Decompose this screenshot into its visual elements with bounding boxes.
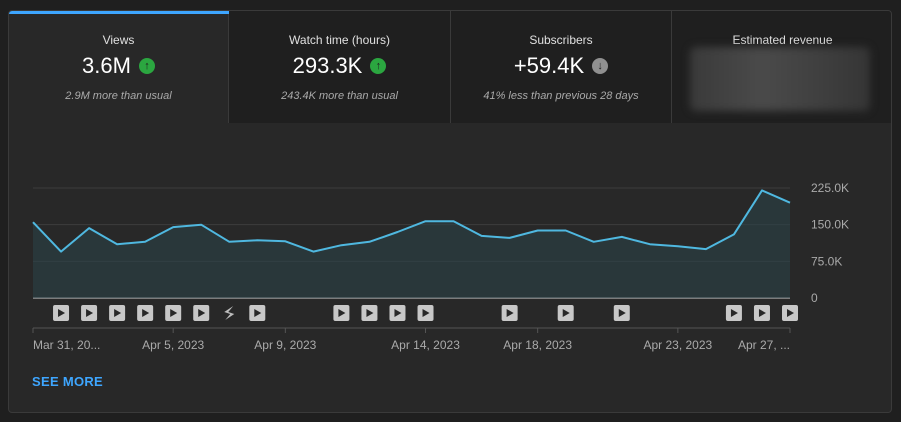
subscribers-label: Subscribers [529, 33, 593, 47]
views-chart: 225.0K 150.0K 75.0K 0 Mar 31, 20... Apr 5, 20… [32, 181, 849, 352]
tab-subscribers[interactable]: Subscribers +59.4K ↓ 41% less than previ… [451, 11, 672, 123]
views-value-row: 3.6M ↑ [9, 53, 228, 79]
tab-estimated-revenue[interactable]: Estimated revenue [672, 11, 891, 123]
video-marker-icon[interactable] [725, 305, 742, 321]
tab-views[interactable]: Views 3.6M ↑ 2.9M more than usual [9, 11, 229, 123]
video-marker-icon[interactable] [501, 305, 518, 321]
x-tick-label: Apr 14, 2023 [391, 338, 460, 352]
blurred-revenue-value [690, 47, 870, 111]
revenue-label: Estimated revenue [732, 33, 833, 47]
arrow-up-icon: ↑ [138, 58, 155, 74]
x-tick-label: Apr 23, 2023 [643, 338, 712, 352]
metric-tabs: Views 3.6M ↑ 2.9M more than usual Watch … [9, 11, 891, 123]
subscribers-value-row: +59.4K ↓ [451, 53, 671, 79]
video-marker-icon[interactable] [249, 305, 266, 321]
video-marker-icon[interactable] [782, 305, 798, 321]
views-value: 3.6M [82, 53, 131, 78]
y-tick-label: 75.0K [811, 254, 842, 268]
video-marker-icon[interactable] [417, 305, 434, 321]
video-marker-icon[interactable] [361, 305, 378, 321]
y-tick-label: 225.0K [811, 181, 849, 195]
video-marker-icon[interactable] [53, 305, 70, 321]
y-tick-label: 0 [811, 291, 818, 305]
watch-time-comparison: 243.4K more than usual [281, 90, 398, 102]
video-marker-icon[interactable] [165, 305, 182, 321]
watch-time-label: Watch time (hours) [289, 33, 390, 47]
video-marker-icon[interactable] [753, 305, 770, 321]
views-comparison: 2.9M more than usual [65, 90, 172, 102]
x-tick-label: Apr 27, ... [738, 338, 790, 352]
watch-time-value: 293.3K [292, 53, 363, 78]
selected-tab-indicator [9, 11, 229, 14]
x-tick-label: Apr 9, 2023 [254, 338, 316, 352]
x-tick-label: Apr 18, 2023 [503, 338, 572, 352]
subscribers-comparison: 41% less than previous 28 days [483, 90, 639, 102]
video-marker-icon[interactable] [137, 305, 154, 321]
arrow-down-icon: ↓ [592, 58, 609, 74]
views-area [33, 190, 790, 298]
video-marker-icon[interactable] [193, 305, 210, 321]
views-line [32, 189, 791, 253]
video-marker-icon[interactable] [81, 305, 98, 321]
see-more-link[interactable]: SEE MORE [32, 374, 104, 389]
video-marker-icon[interactable] [333, 305, 350, 321]
video-marker-icon[interactable] [557, 305, 574, 321]
y-tick-label: 150.0K [811, 218, 849, 232]
video-marker-icon[interactable] [389, 305, 406, 321]
views-label: Views [102, 33, 135, 47]
subscribers-value: +59.4K [513, 53, 585, 78]
watch-time-value-row: 293.3K ↑ [229, 53, 450, 79]
analytics-card: Views 3.6M ↑ 2.9M more than usual Watch … [8, 10, 892, 413]
video-marker-icon[interactable] [613, 305, 630, 321]
x-tick-label: Apr 5, 2023 [142, 338, 204, 352]
tab-watch-time[interactable]: Watch time (hours) 293.3K ↑ 243.4K more … [229, 11, 451, 123]
shorts-marker-icon[interactable] [224, 306, 235, 320]
video-marker-icon[interactable] [109, 305, 126, 321]
arrow-up-icon: ↑ [370, 58, 387, 74]
x-tick-label: Mar 31, 20... [33, 338, 100, 352]
